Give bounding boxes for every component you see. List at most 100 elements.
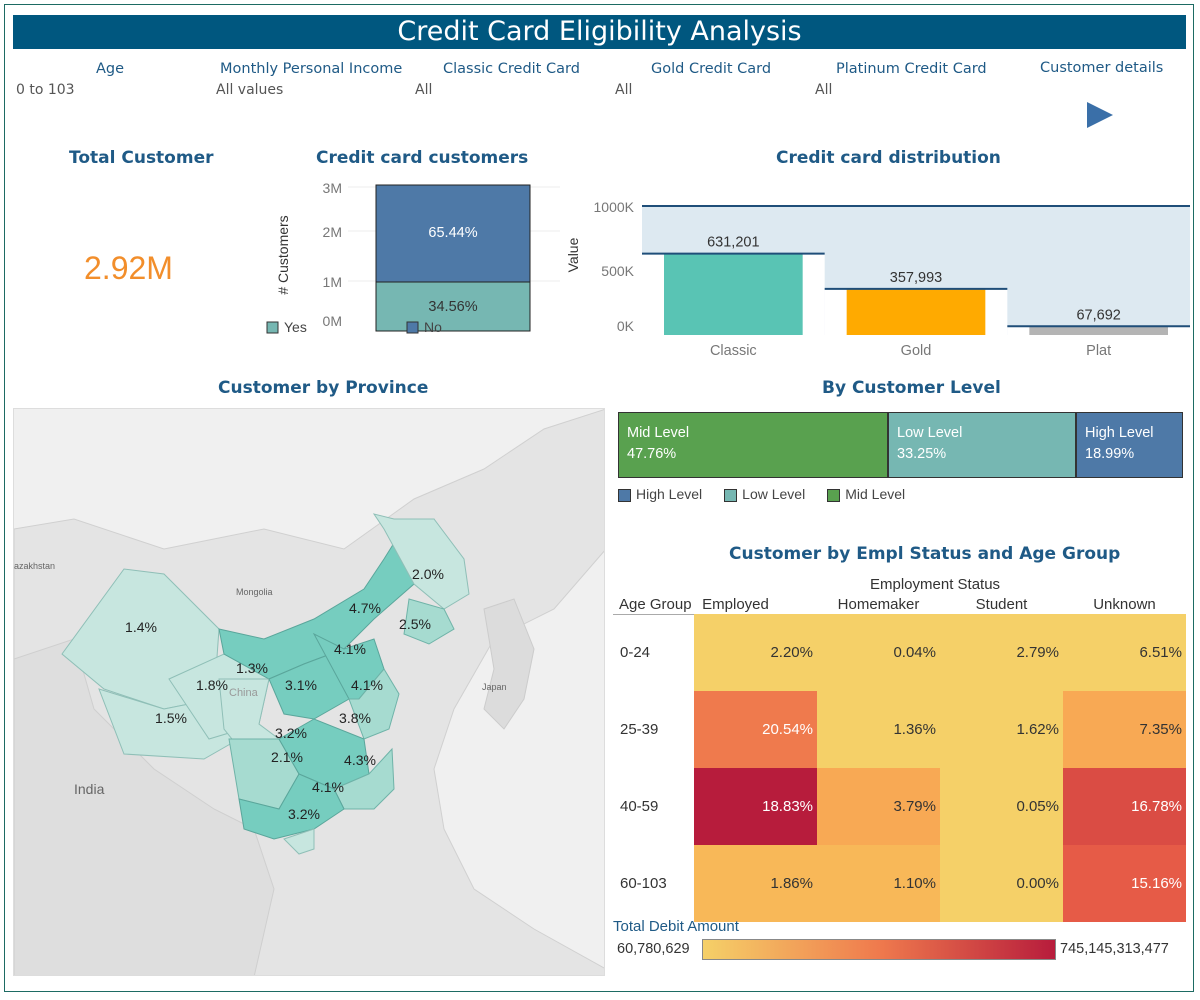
legend-no-swatch — [406, 321, 419, 334]
heatmap-cell[interactable]: 15.16% — [1063, 845, 1186, 922]
credit-customers-chart: # Customers 3M 2M 1M 0M 65.44% 34.56% Ye… — [266, 180, 560, 335]
legend-label: Mid Level — [845, 486, 906, 502]
distribution-category-label: Plat — [1086, 343, 1111, 359]
heatmap-column-label: Employed — [702, 596, 769, 613]
heatmap-cell[interactable]: 16.78% — [1063, 768, 1186, 845]
province-title: Customer by Province — [218, 378, 429, 398]
debit-legend-max: 745,145,313,477 — [1060, 941, 1169, 957]
debit-legend-title: Total Debit Amount — [613, 918, 739, 935]
province-value-label: 2.0% — [412, 566, 444, 582]
heatmap-cell[interactable]: 0.00% — [940, 845, 1063, 922]
distribution-bar-gold[interactable] — [846, 288, 986, 335]
province-value-label: 4.3% — [344, 752, 376, 768]
heatmap-row-label: 0-24 — [620, 644, 651, 661]
credit-customers-tick: 0M — [323, 313, 342, 329]
customer-level-legend-item: Mid Level — [827, 486, 905, 502]
credit-customers-tick: 3M — [323, 180, 342, 196]
customer-level-name: Low Level — [897, 425, 963, 441]
filter-classic-value[interactable]: All — [415, 82, 433, 98]
distribution-chart: Value 631,201 Classic 357,993 Gold 67,692 Pla… — [565, 199, 1190, 359]
customer-level-segment[interactable]: Mid Level 47.76% — [618, 412, 888, 478]
filter-classic-label: Classic Credit Card — [443, 61, 580, 77]
distribution-tick: 0K — [617, 318, 635, 334]
filter-income-value[interactable]: All values — [216, 82, 284, 98]
heatmap-title: Customer by Empl Status and Age Group — [729, 544, 1121, 564]
heatmap-cell[interactable]: 1.10% — [817, 845, 940, 922]
heatmap-cell[interactable]: 20.54% — [694, 691, 817, 768]
heatmap-cell[interactable]: 7.35% — [1063, 691, 1186, 768]
distribution-category-label: Classic — [710, 343, 757, 359]
province-value-label: 2.1% — [271, 749, 303, 765]
customer-level-title: By Customer Level — [822, 378, 1001, 398]
credit-customers-bar-no[interactable] — [375, 184, 531, 283]
legend-label: Low Level — [742, 486, 806, 502]
legend-label: High Level — [636, 486, 703, 502]
total-customer-value: 2.92M — [84, 250, 173, 286]
heatmap-cell[interactable]: 1.86% — [694, 845, 817, 922]
heatmap-cell[interactable]: 1.36% — [817, 691, 940, 768]
customer-details-label: Customer details — [1040, 60, 1164, 76]
legend-yes: Yes — [284, 319, 307, 335]
map-country-label: Japan — [482, 682, 507, 692]
province-map[interactable]: azakhstan Mongolia India Japan China 2.0… — [13, 408, 605, 976]
customer-level-segment[interactable]: Low Level 33.25% — [888, 412, 1076, 478]
province-value-label: 3.1% — [285, 677, 317, 693]
debit-legend-gradient — [702, 939, 1056, 960]
heatmap-cell[interactable]: 1.62% — [940, 691, 1063, 768]
customer-level-value: 47.76% — [627, 446, 677, 462]
filter-age-label: Age — [96, 61, 125, 77]
debit-legend-min: 60,780,629 — [617, 941, 690, 957]
credit-customers-tick: 2M — [323, 224, 342, 240]
map-country-label: Mongolia — [236, 587, 273, 597]
legend-no: No — [424, 319, 442, 335]
customer-level-legend-item: Low Level — [724, 486, 805, 502]
customer-level-name: Mid Level — [627, 425, 690, 441]
province-value-label: 3.8% — [339, 710, 371, 726]
total-customer-title: Total Customer — [69, 148, 214, 168]
map-country-label: India — [74, 781, 105, 797]
province-value-label: 4.1% — [351, 677, 383, 693]
heatmap-cell[interactable]: 2.79% — [940, 614, 1063, 691]
heatmap-cell[interactable]: 0.05% — [940, 768, 1063, 845]
heatmap-cell[interactable]: 2.20% — [694, 614, 817, 691]
heatmap-cell[interactable]: 3.79% — [817, 768, 940, 845]
filter-platinum-value[interactable]: All — [815, 82, 833, 98]
heatmap-col-header: Employment Status — [870, 576, 1001, 593]
distribution-title: Credit card distribution — [776, 148, 1001, 168]
customer-level-value: 18.99% — [1085, 446, 1135, 462]
heatmap-cell[interactable]: 6.51% — [1063, 614, 1186, 691]
distribution-bar-label: 357,993 — [890, 270, 942, 286]
credit-customers-tick: 1M — [323, 274, 342, 290]
credit-customers-bar-label: 34.56% — [428, 299, 477, 315]
credit-customers-bar-yes[interactable] — [375, 281, 531, 332]
province-value-label: 1.5% — [155, 710, 187, 726]
heatmap-row-label: 60-103 — [620, 875, 667, 892]
legend-swatch — [724, 488, 738, 502]
play-arrow-icon[interactable] — [1087, 102, 1115, 128]
distribution-bar-classic[interactable] — [664, 253, 803, 335]
credit-customers-ylabel: # Customers — [275, 215, 291, 294]
legend-swatch — [827, 488, 841, 502]
filter-gold-value[interactable]: All — [615, 82, 633, 98]
heatmap-cell[interactable]: 0.04% — [817, 614, 940, 691]
legend-yes-swatch — [266, 321, 279, 334]
distribution-category-label: Gold — [901, 343, 932, 359]
heatmap-cell[interactable]: 18.83% — [694, 768, 817, 845]
distribution-tick: 500K — [601, 263, 634, 279]
customer-level-name: High Level — [1085, 425, 1154, 441]
distribution-tick: 1000K — [594, 199, 635, 215]
map-country-label: China — [229, 687, 259, 699]
map-canvas: azakhstan Mongolia India Japan China 2.0… — [14, 409, 604, 975]
filter-gold-label: Gold Credit Card — [651, 61, 772, 77]
heatmap-row-header: Age Group — [619, 596, 692, 613]
filter-age-value[interactable]: 0 to 103 — [16, 82, 75, 98]
credit-customers-bar-label: 65.44% — [428, 225, 477, 241]
customer-level-segment[interactable]: High Level 18.99% — [1076, 412, 1183, 478]
province-value-label: 4.7% — [349, 600, 381, 616]
customer-level-legend: High Level Low Level Mid Level — [618, 486, 927, 502]
province-value-label: 2.5% — [399, 616, 431, 632]
heatmap-column-label: Homemaker — [837, 596, 920, 613]
distribution-bar-plat[interactable] — [1029, 326, 1168, 335]
heatmap-column-label: Unknown — [1093, 596, 1156, 613]
heatmap-column-label: Student — [975, 596, 1028, 613]
